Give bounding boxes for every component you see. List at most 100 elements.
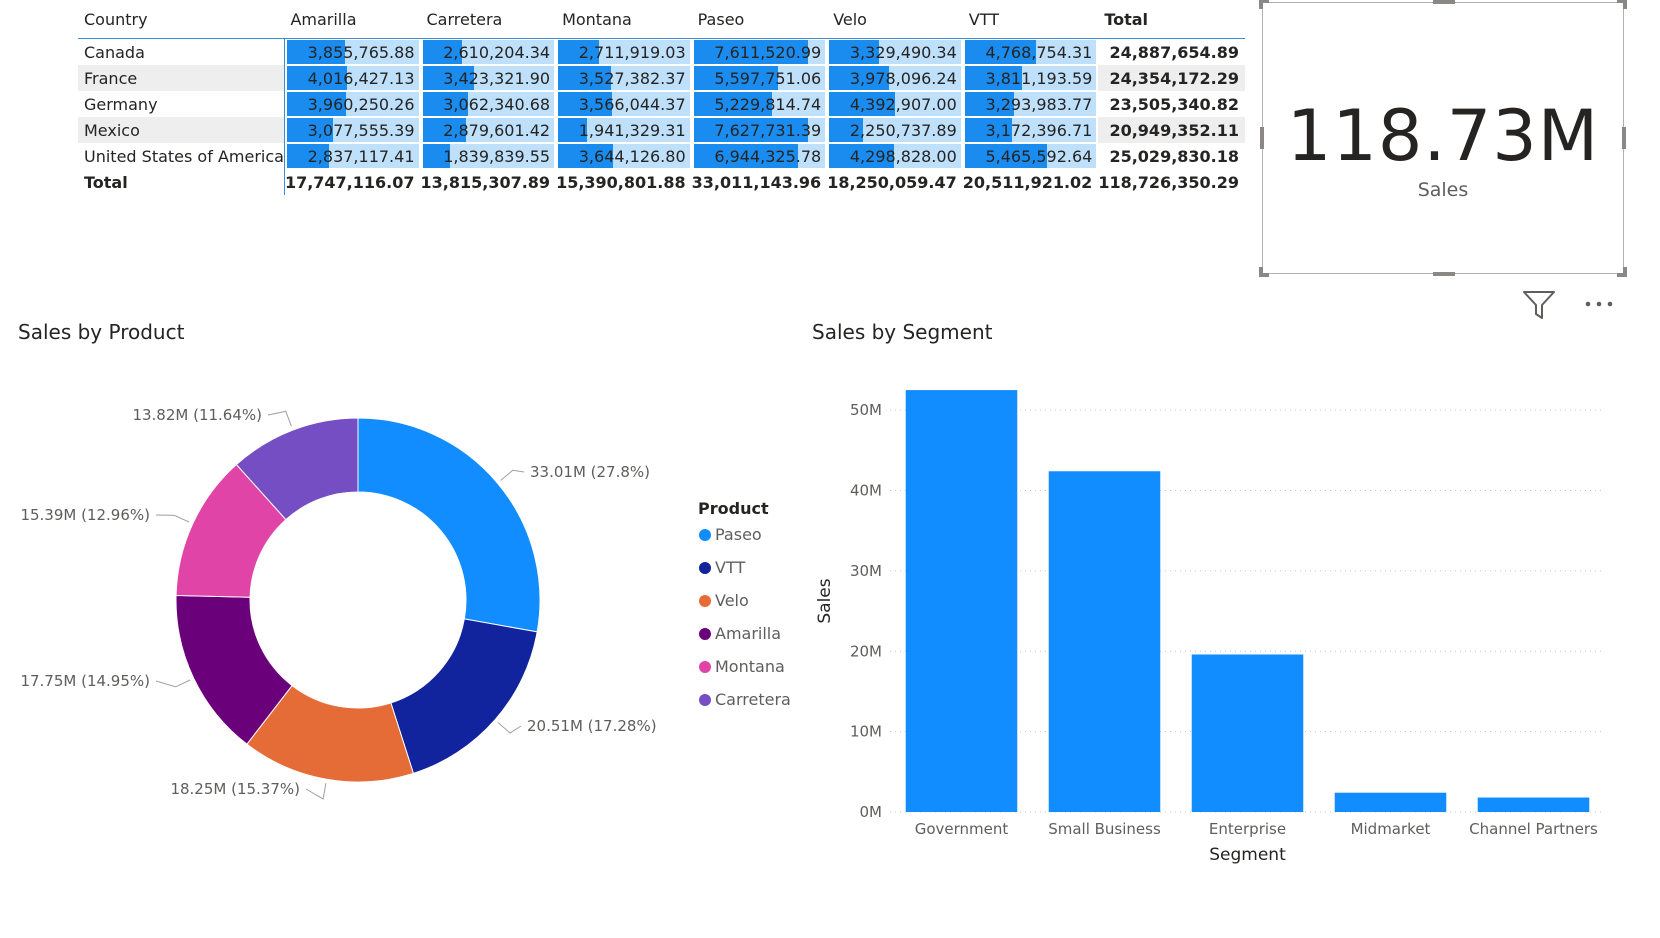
bar-small-business[interactable] xyxy=(1048,471,1161,812)
header-velo[interactable]: Velo xyxy=(833,9,867,29)
cell-value: 2,711,919.03 xyxy=(578,42,686,62)
legend-item-label[interactable]: Velo xyxy=(715,591,749,610)
legend-item-label[interactable]: Paseo xyxy=(715,525,762,544)
resize-handle[interactable] xyxy=(1259,273,1269,277)
country-cell[interactable]: Mexico xyxy=(78,117,285,143)
value-cell[interactable]: 2,610,204.34 xyxy=(421,39,557,66)
value-cell[interactable]: 5,597,751.06 xyxy=(691,65,828,91)
y-axis-title: Sales xyxy=(815,578,835,623)
value-cell[interactable]: 4,392,907.00 xyxy=(827,91,963,117)
donut-chart-title: Sales by Product xyxy=(18,320,185,344)
table-row: Canada 3,855,765.88 2,610,204.34 2,711,919.… xyxy=(78,38,1245,66)
legend-marker[interactable] xyxy=(699,694,711,706)
resize-handle[interactable] xyxy=(1623,267,1627,277)
value-cell[interactable]: 5,229,814.74 xyxy=(692,91,828,117)
legend-marker[interactable] xyxy=(699,595,711,607)
resize-handle[interactable] xyxy=(1260,127,1264,149)
value-cell[interactable]: 2,711,919.03 xyxy=(556,39,692,66)
header-amarilla[interactable]: Amarilla xyxy=(290,9,357,29)
data-bar xyxy=(422,66,474,90)
data-bar xyxy=(558,92,612,116)
bar-enterprise[interactable] xyxy=(1191,654,1304,812)
column-total-cell[interactable]: 33,011,143.96 xyxy=(691,172,822,192)
column-total-cell[interactable]: 20,511,921.02 xyxy=(962,172,1093,192)
legend-item-label[interactable]: Montana xyxy=(715,657,785,676)
value-cell[interactable]: 3,329,490.34 xyxy=(827,39,963,66)
value-cell[interactable]: 7,611,520.99 xyxy=(692,39,828,66)
legend-marker[interactable] xyxy=(699,529,711,541)
value-cell[interactable]: 1,941,329.31 xyxy=(556,117,692,143)
header-montana[interactable]: Montana xyxy=(562,9,632,29)
resize-handle[interactable] xyxy=(1433,272,1455,276)
value-cell[interactable]: 3,960,250.26 xyxy=(283,91,421,117)
donut-slice-carretera[interactable] xyxy=(235,417,359,521)
value-cell[interactable]: 4,298,828.00 xyxy=(827,143,963,169)
legend-title: Product xyxy=(698,499,769,518)
resize-handle[interactable] xyxy=(1433,0,1455,4)
resize-handle[interactable] xyxy=(1617,0,1627,3)
column-total-cell[interactable]: 17,747,116.07 xyxy=(283,169,421,195)
value-cell[interactable]: 2,879,601.42 xyxy=(420,117,557,143)
value-cell[interactable]: 4,016,427.13 xyxy=(283,65,421,91)
legend-marker[interactable] xyxy=(699,562,711,574)
donut-slice-vtt[interactable] xyxy=(390,618,538,774)
resize-handle[interactable] xyxy=(1259,0,1263,9)
header-country[interactable]: Country xyxy=(84,9,148,29)
value-cell[interactable]: 3,172,396.71 xyxy=(962,117,1099,143)
value-cell[interactable]: 3,855,765.88 xyxy=(283,38,421,65)
value-cell[interactable]: 3,811,193.59 xyxy=(962,65,1099,91)
row-total-cell[interactable]: 20,949,352.11 xyxy=(1098,117,1246,143)
header-paseo[interactable]: Paseo xyxy=(697,9,745,29)
value-cell[interactable]: 7,627,731.39 xyxy=(691,117,828,143)
row-total-cell[interactable]: 24,354,172.29 xyxy=(1098,65,1246,91)
filter-icon[interactable] xyxy=(1522,290,1556,324)
value-cell[interactable]: 3,423,321.90 xyxy=(420,65,557,91)
value-cell[interactable]: 4,768,754.31 xyxy=(963,39,1099,66)
value-cell[interactable]: 5,465,592.64 xyxy=(963,143,1099,169)
header-total[interactable]: Total xyxy=(1104,9,1149,29)
column-total-cell[interactable]: 13,815,307.89 xyxy=(420,172,551,192)
bar-channel-partners[interactable] xyxy=(1477,797,1590,812)
resize-handle[interactable] xyxy=(1622,127,1626,149)
value-cell[interactable]: 2,837,117.41 xyxy=(283,143,421,169)
sales-card[interactable]: 118.73M Sales xyxy=(1259,0,1627,277)
country-cell[interactable]: France xyxy=(78,65,285,91)
resize-handle[interactable] xyxy=(1259,267,1263,277)
value-cell[interactable]: 3,077,555.39 xyxy=(283,117,421,143)
column-total-cell[interactable]: 18,250,059.47 xyxy=(827,172,957,192)
row-total-cell[interactable]: 25,029,830.18 xyxy=(1109,146,1240,166)
bar-government[interactable] xyxy=(905,390,1018,812)
value-cell[interactable]: 3,566,044.37 xyxy=(556,91,692,117)
legend-marker[interactable] xyxy=(699,628,711,640)
bar-midmarket[interactable] xyxy=(1334,792,1447,812)
resize-handle[interactable] xyxy=(1617,273,1627,277)
country-cell[interactable]: Canada xyxy=(84,42,145,62)
value-cell[interactable]: 1,839,839.55 xyxy=(421,143,557,169)
legend-item-label[interactable]: Amarilla xyxy=(715,624,781,643)
donut-slice-paseo[interactable] xyxy=(357,417,541,633)
value-cell[interactable]: 2,250,737.89 xyxy=(827,117,963,143)
value-cell[interactable]: 3,644,126.80 xyxy=(556,143,692,169)
row-total-cell[interactable]: 24,887,654.89 xyxy=(1109,42,1240,62)
resize-handle[interactable] xyxy=(1623,0,1627,9)
grand-total-cell[interactable]: 118,726,350.29 xyxy=(1098,172,1240,192)
legend-marker[interactable] xyxy=(699,661,711,673)
value-cell[interactable]: 3,978,096.24 xyxy=(827,65,963,91)
value-cell[interactable]: 3,062,340.68 xyxy=(421,91,557,117)
row-total-cell[interactable]: 23,505,340.82 xyxy=(1109,94,1240,114)
value-cell[interactable]: 3,527,382.37 xyxy=(556,65,692,91)
more-options-icon[interactable] xyxy=(1584,290,1618,315)
data-bar xyxy=(422,118,466,142)
legend-item-label[interactable]: VTT xyxy=(715,558,745,577)
value-cell[interactable]: 3,293,983.77 xyxy=(963,91,1099,117)
legend-item-label[interactable]: Carretera xyxy=(715,690,791,709)
donut-data-label: 20.51M (17.28%) xyxy=(527,717,657,735)
header-vtt[interactable]: VTT xyxy=(968,9,999,29)
country-cell[interactable]: United States of America xyxy=(84,146,284,166)
column-total-cell[interactable]: 15,390,801.88 xyxy=(556,172,686,192)
value-cell[interactable]: 6,944,325.78 xyxy=(692,143,828,169)
header-carretera[interactable]: Carretera xyxy=(426,9,503,29)
data-bar xyxy=(693,40,808,64)
resize-handle[interactable] xyxy=(1259,0,1269,3)
country-cell[interactable]: Germany xyxy=(84,94,158,114)
